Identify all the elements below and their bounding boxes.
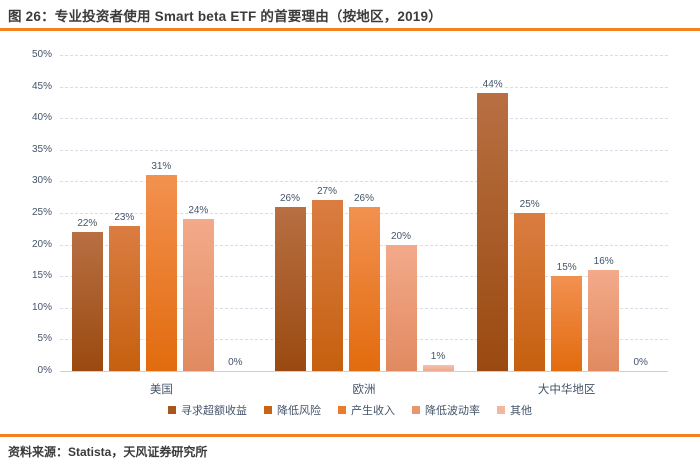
bar-value-label: 1%	[430, 350, 446, 362]
bar-chart: 0% 5% 10% 15% 20% 25% 30% 35% 40% 45% 50% 22% 23% 31…	[0, 45, 700, 397]
x-axis-category-label: 美国	[149, 384, 173, 396]
legend-label: 其他	[510, 405, 532, 417]
bar-slot: 22%	[71, 55, 103, 371]
legend-label: 降低风险	[277, 405, 321, 417]
bar-value-label: 44%	[482, 78, 503, 90]
bar-slot: 23%	[108, 55, 140, 371]
legend-swatch-icon	[412, 406, 420, 414]
bar-slot: 0%	[220, 55, 251, 371]
gridline	[60, 118, 668, 120]
bar-value-label: 0%	[228, 357, 243, 368]
bar-value-label: 0%	[633, 357, 648, 368]
bar-value-label: 26%	[279, 192, 300, 204]
bar-value-label: 16%	[593, 255, 614, 267]
y-axis-tick-label: 50%	[31, 49, 52, 60]
bar-group: 44% 25% 15% 16% 0%	[465, 55, 668, 371]
legend-swatch-icon	[497, 406, 505, 414]
bar-value-label: 26%	[353, 192, 374, 204]
bar	[385, 244, 417, 371]
bar-slot: 31%	[145, 55, 177, 371]
gridline	[60, 86, 668, 88]
y-axis-tick-label: 15%	[31, 270, 52, 282]
gridline	[60, 181, 668, 183]
y-axis-tick-label: 25%	[31, 207, 52, 218]
bar-slot: 25%	[514, 55, 546, 371]
y-axis-tick-label: 45%	[31, 80, 52, 92]
bar-group: 22% 23% 31% 24% 0%	[60, 55, 263, 371]
bar-value-label: 20%	[390, 230, 411, 242]
bar-value-label: 22%	[77, 217, 98, 229]
bar-slot: 26%	[348, 55, 380, 371]
bar-value-label: 27%	[316, 186, 337, 198]
title-rule	[0, 28, 700, 31]
legend-swatch-icon	[264, 406, 272, 414]
bar-slot: 44%	[477, 55, 509, 371]
source-text: 资料来源：Statista，天风证券研究所	[8, 445, 208, 459]
bar	[422, 364, 454, 371]
x-axis-line	[60, 371, 668, 372]
gridline	[60, 149, 668, 151]
legend-swatch-icon	[168, 406, 176, 414]
page-title: 图 26：专业投资者使用 Smart beta ETF 的首要理由（按地区，20…	[8, 9, 442, 24]
legend-item: 降低波动率	[412, 402, 480, 418]
y-axis-tick-label: 40%	[31, 112, 52, 124]
bar	[477, 92, 509, 371]
y-axis-tick-label: 35%	[31, 143, 52, 155]
bar	[588, 269, 620, 371]
legend-item: 降低风险	[264, 402, 321, 418]
bar-slot: 0%	[625, 55, 656, 371]
bar-value-label: 25%	[519, 199, 540, 210]
legend-label: 寻求超额收益	[181, 405, 247, 417]
bar	[71, 231, 103, 371]
bar	[108, 225, 140, 371]
legend-item: 寻求超额收益	[168, 402, 247, 418]
bar-slot: 24%	[182, 55, 214, 371]
legend-label: 产生收入	[351, 405, 395, 417]
bar-value-label: 24%	[188, 205, 209, 217]
y-axis-tick-label: 0%	[37, 365, 52, 376]
bar-groups: 22% 23% 31% 24% 0% 26% 27% 26% 20% 1% 44% 25% 15% 16%…	[60, 55, 668, 371]
legend-item: 其他	[497, 402, 532, 418]
y-axis-tick-label: 30%	[31, 175, 52, 187]
bar	[274, 206, 306, 371]
bar-slot: 27%	[311, 55, 343, 371]
y-axis-tick-label: 10%	[31, 301, 52, 313]
bar	[311, 200, 343, 371]
legend: 寻求超额收益 降低风险 产生收入 降低波动率 其他	[0, 402, 700, 418]
y-axis-tick-label: 20%	[31, 238, 52, 250]
x-axis-category-label: 大中华地区	[537, 384, 596, 396]
bar-slot: 26%	[274, 55, 306, 371]
footer-rule	[0, 434, 700, 437]
bar-value-label: 23%	[114, 211, 135, 223]
x-axis-category-label: 欧洲	[352, 384, 376, 396]
legend-item: 产生收入	[338, 402, 395, 418]
legend-label: 降低波动率	[425, 405, 480, 417]
bar	[514, 213, 546, 371]
bar	[551, 276, 583, 371]
bar-value-label: 31%	[151, 161, 172, 173]
bar	[182, 219, 214, 371]
y-axis-tick-label: 5%	[37, 333, 52, 345]
bar-slot: 15%	[551, 55, 583, 371]
bar	[145, 175, 177, 371]
bar-slot: 16%	[588, 55, 620, 371]
bar	[348, 206, 380, 371]
gridline	[60, 55, 668, 56]
legend-swatch-icon	[338, 406, 346, 414]
bar-group: 26% 27% 26% 20% 1%	[263, 55, 466, 371]
bar-value-label: 15%	[556, 262, 577, 274]
bar-slot: 1%	[422, 55, 454, 371]
x-axis-labels: 美国 欧洲 大中华地区	[60, 381, 668, 397]
bar-slot: 20%	[385, 55, 417, 371]
